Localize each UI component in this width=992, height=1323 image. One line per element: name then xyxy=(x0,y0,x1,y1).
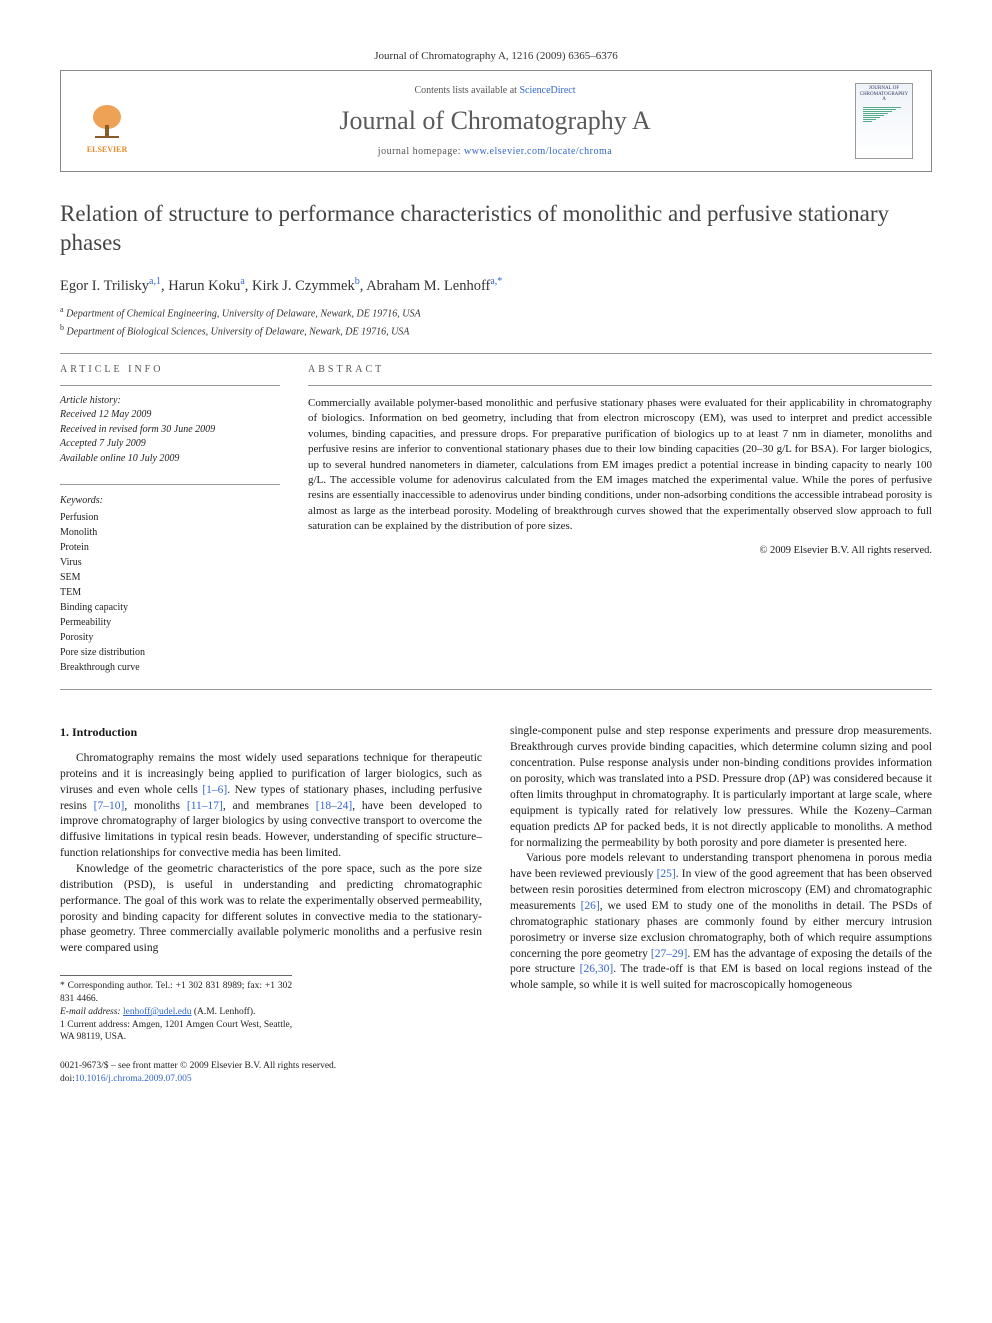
elsevier-tree-icon xyxy=(85,101,129,145)
keyword-item: Breakthrough curve xyxy=(60,660,280,675)
intro-paragraph-4: Various pore models relevant to understa… xyxy=(510,851,932,994)
article-title: Relation of structure to performance cha… xyxy=(60,200,932,258)
contents-available-line: Contents lists available at ScienceDirec… xyxy=(151,85,839,96)
abstract-text: Commercially available polymer-based mon… xyxy=(308,396,932,535)
info-abstract-row: ARTICLE INFO Article history: Received 1… xyxy=(60,364,932,676)
history-revised: Received in revised form 30 June 2009 xyxy=(60,423,280,438)
keyword-item: Virus xyxy=(60,555,280,570)
cover-title-text: JOURNAL OF CHROMATOGRAPHY A xyxy=(858,86,910,103)
keywords-list: PerfusionMonolithProteinVirusSEMTEMBindi… xyxy=(60,510,280,675)
intro-paragraph-1: Chromatography remains the most widely u… xyxy=(60,751,482,862)
keywords-label: Keywords: xyxy=(60,493,280,508)
article-page: Journal of Chromatography A, 1216 (2009)… xyxy=(0,0,992,1126)
affiliation-a-text: Department of Chemical Engineering, Univ… xyxy=(66,309,421,320)
footnotes: * Corresponding author. Tel.: +1 302 831… xyxy=(60,975,292,1044)
affiliation-b: b Department of Biological Sciences, Uni… xyxy=(60,322,932,339)
citation-link[interactable]: [7–10] xyxy=(94,800,125,812)
history-received: Received 12 May 2009 xyxy=(60,408,280,423)
cover-decoration xyxy=(863,107,905,122)
citation-link[interactable]: [26,30] xyxy=(580,963,614,975)
citation-link[interactable]: [25] xyxy=(657,868,676,880)
abstract-divider xyxy=(308,385,932,386)
elsevier-logo-text: ELSEVIER xyxy=(87,145,127,154)
article-info-column: ARTICLE INFO Article history: Received 1… xyxy=(60,364,280,676)
keywords-block: Keywords: PerfusionMonolithProteinVirusS… xyxy=(60,493,280,675)
footer-meta: 0021-9673/$ – see front matter © 2009 El… xyxy=(60,1060,482,1086)
keyword-item: Porosity xyxy=(60,630,280,645)
keyword-item: Pore size distribution xyxy=(60,645,280,660)
citation-link[interactable]: [11–17] xyxy=(187,800,223,812)
citation-link[interactable]: [1–6] xyxy=(202,784,227,796)
abstract-copyright: © 2009 Elsevier B.V. All rights reserved… xyxy=(308,545,932,556)
intro-paragraph-2: Knowledge of the geometric characteristi… xyxy=(60,862,482,957)
article-history: Article history: Received 12 May 2009 Re… xyxy=(60,394,280,467)
keyword-item: Monolith xyxy=(60,525,280,540)
journal-homepage-line: journal homepage: www.elsevier.com/locat… xyxy=(151,146,839,157)
header-center: Contents lists available at ScienceDirec… xyxy=(151,85,839,157)
email-line: E-mail address: lenhoff@udel.edu (A.M. L… xyxy=(60,1006,292,1019)
keyword-item: Permeability xyxy=(60,615,280,630)
keyword-item: Protein xyxy=(60,540,280,555)
citation-link[interactable]: [26] xyxy=(581,900,600,912)
citation-link[interactable]: [27–29] xyxy=(651,948,687,960)
email-suffix: (A.M. Lenhoff). xyxy=(191,1007,255,1017)
keyword-item: TEM xyxy=(60,585,280,600)
body-column-right: single-component pulse and step response… xyxy=(510,724,932,1085)
info-divider xyxy=(60,385,280,386)
intro-paragraph-3: single-component pulse and step response… xyxy=(510,724,932,851)
contents-prefix: Contents lists available at xyxy=(414,85,519,96)
body-column-left: 1. Introduction Chromatography remains t… xyxy=(60,724,482,1085)
affiliation-a: a Department of Chemical Engineering, Un… xyxy=(60,304,932,321)
homepage-prefix: journal homepage: xyxy=(378,146,464,157)
journal-header: ELSEVIER Contents lists available at Sci… xyxy=(60,70,932,172)
citation-link[interactable]: [18–24] xyxy=(316,800,352,812)
front-matter-line: 0021-9673/$ – see front matter © 2009 El… xyxy=(60,1060,482,1073)
divider-bottom xyxy=(60,689,932,690)
keyword-item: SEM xyxy=(60,570,280,585)
sciencedirect-link[interactable]: ScienceDirect xyxy=(519,85,575,96)
corr-author-email-link[interactable]: lenhoff@udel.edu xyxy=(123,1007,191,1017)
history-label: Article history: xyxy=(60,394,280,409)
keyword-item: Binding capacity xyxy=(60,600,280,615)
corresponding-author-note: * Corresponding author. Tel.: +1 302 831… xyxy=(60,980,292,1006)
journal-reference: Journal of Chromatography A, 1216 (2009)… xyxy=(60,50,932,62)
abstract-label: ABSTRACT xyxy=(308,364,932,375)
abstract-column: ABSTRACT Commercially available polymer-… xyxy=(308,364,932,676)
elsevier-logo: ELSEVIER xyxy=(79,88,135,154)
divider-top xyxy=(60,353,932,354)
body-columns: 1. Introduction Chromatography remains t… xyxy=(60,724,932,1085)
keyword-item: Perfusion xyxy=(60,510,280,525)
journal-cover-thumbnail: JOURNAL OF CHROMATOGRAPHY A xyxy=(855,83,913,159)
affiliation-b-text: Department of Biological Sciences, Unive… xyxy=(67,326,410,337)
email-label: E-mail address: xyxy=(60,1007,123,1017)
doi-label: doi: xyxy=(60,1074,75,1084)
keywords-divider xyxy=(60,484,280,485)
section-heading-introduction: 1. Introduction xyxy=(60,724,482,741)
history-accepted: Accepted 7 July 2009 xyxy=(60,437,280,452)
journal-homepage-link[interactable]: www.elsevier.com/locate/chroma xyxy=(464,146,612,157)
doi-link[interactable]: 10.1016/j.chroma.2009.07.005 xyxy=(75,1074,192,1084)
author-note-1: 1 Current address: Amgen, 1201 Amgen Cou… xyxy=(60,1019,292,1045)
journal-name: Journal of Chromatography A xyxy=(151,106,839,136)
doi-line: doi:10.1016/j.chroma.2009.07.005 xyxy=(60,1073,482,1086)
history-online: Available online 10 July 2009 xyxy=(60,452,280,467)
author-list: Egor I. Triliskya,1, Harun Kokua, Kirk J… xyxy=(60,276,932,295)
affiliations: a Department of Chemical Engineering, Un… xyxy=(60,304,932,339)
article-info-label: ARTICLE INFO xyxy=(60,364,280,375)
